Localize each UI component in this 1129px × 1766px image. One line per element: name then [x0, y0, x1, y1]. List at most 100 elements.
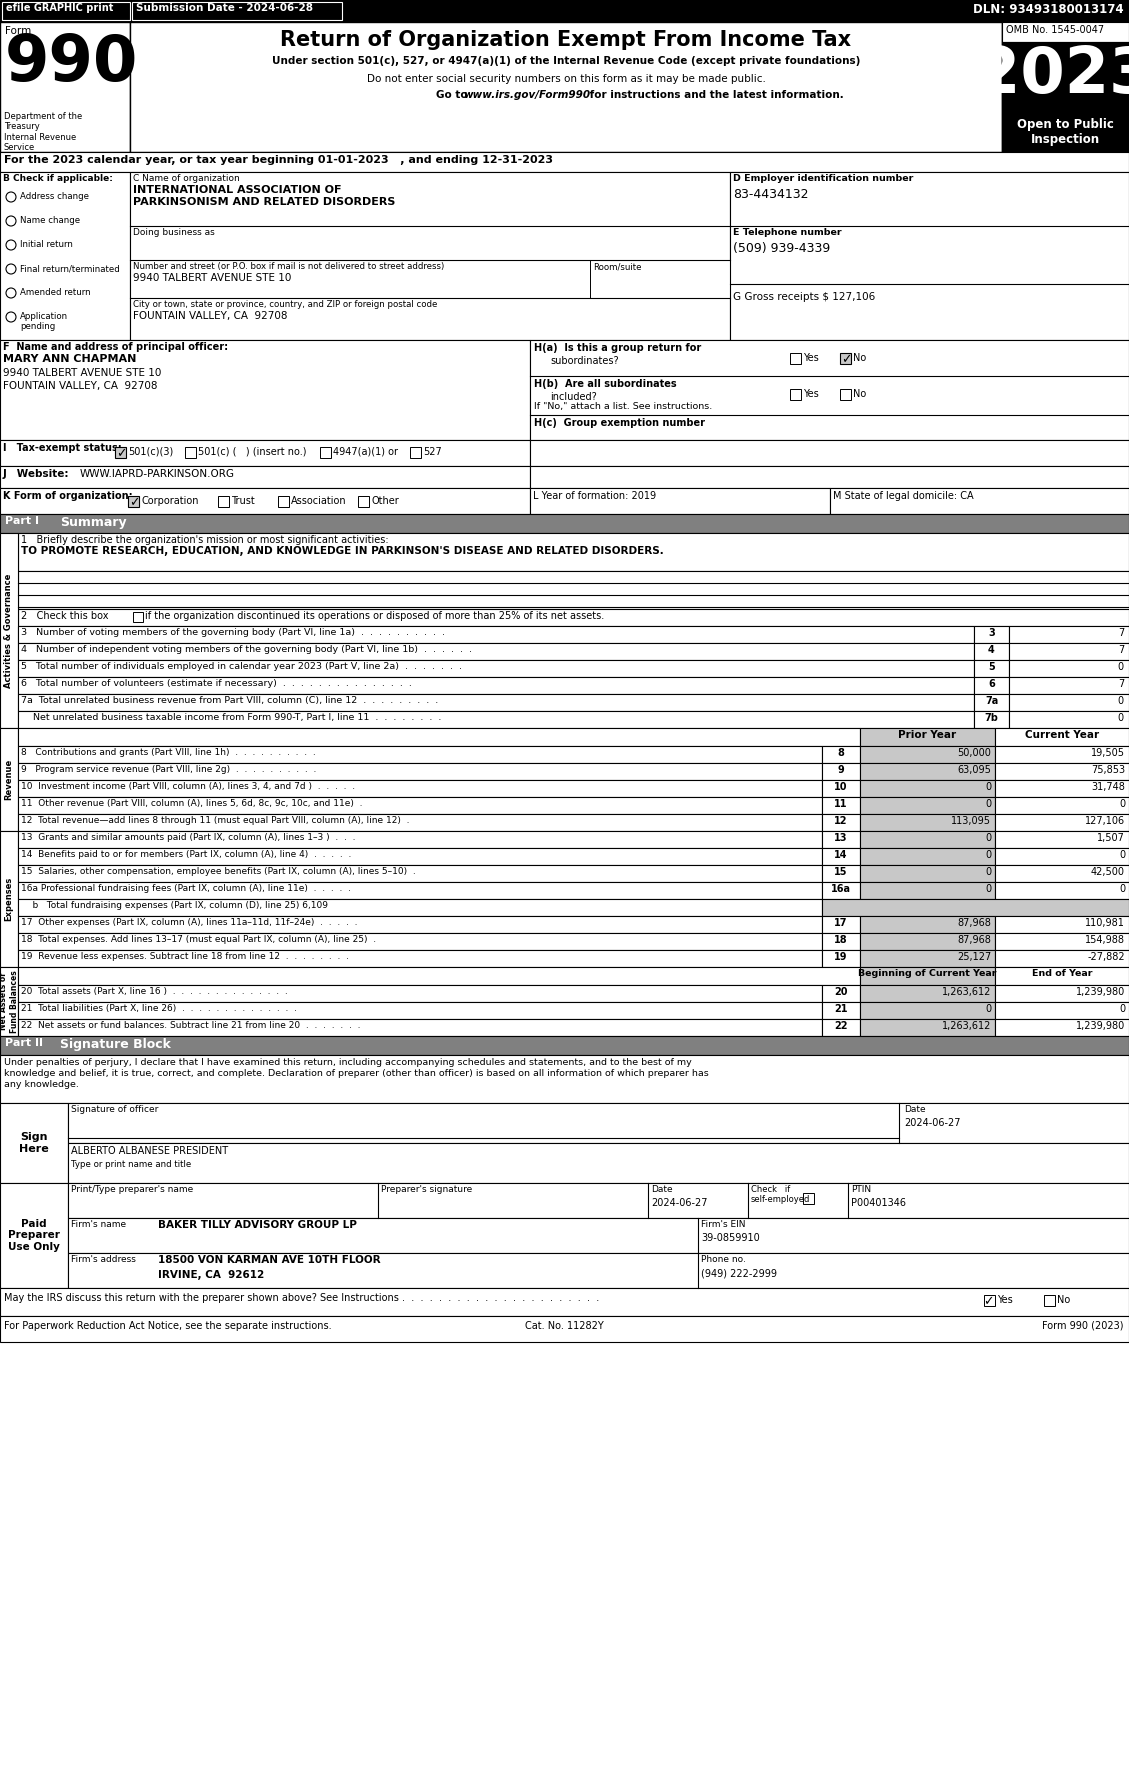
Text: TO PROMOTE RESEARCH, EDUCATION, AND KNOWLEDGE IN PARKINSON'S DISEASE AND RELATED: TO PROMOTE RESEARCH, EDUCATION, AND KNOW…	[21, 546, 664, 556]
Text: DLN: 93493180013174: DLN: 93493180013174	[973, 4, 1124, 16]
Bar	[822, 848, 860, 865]
Text: Firm's EIN: Firm's EIN	[701, 1220, 745, 1229]
Text: BAKER TILLY ADVISORY GROUP LP: BAKER TILLY ADVISORY GROUP LP	[158, 1220, 357, 1229]
Text: Summary: Summary	[60, 516, 126, 530]
Text: Doing business as: Doing business as	[133, 228, 215, 237]
Bar	[822, 1019, 860, 1037]
Bar	[995, 881, 1129, 899]
Text: Sign
Here: Sign Here	[19, 1132, 49, 1153]
Text: 1,239,980: 1,239,980	[1076, 1021, 1124, 1031]
Bar	[822, 781, 860, 796]
Bar	[0, 1287, 1129, 1316]
Text: Yes: Yes	[997, 1294, 1013, 1305]
Bar	[995, 1019, 1129, 1037]
Bar	[860, 814, 995, 832]
Text: 13  Grants and similar amounts paid (Part IX, column (A), lines 1–3 )  .  .  .: 13 Grants and similar amounts paid (Part…	[21, 834, 356, 842]
Bar	[822, 917, 860, 932]
Text: C Name of organization: C Name of organization	[133, 175, 239, 184]
Text: WWW.IAPRD-PARKINSON.ORG: WWW.IAPRD-PARKINSON.ORG	[80, 470, 235, 479]
Bar	[18, 570, 1129, 609]
Text: 18  Total expenses. Add lines 13–17 (must equal Part IX, column (A), line 25)  .: 18 Total expenses. Add lines 13–17 (must…	[21, 934, 376, 945]
Text: 4: 4	[988, 645, 995, 655]
Text: 0: 0	[984, 885, 991, 894]
Bar	[18, 950, 822, 968]
Bar	[995, 745, 1129, 763]
Bar	[0, 171, 130, 341]
Bar	[860, 917, 995, 932]
Text: Part II: Part II	[5, 1038, 43, 1047]
Bar	[1003, 42, 1129, 115]
Text: 18500 VON KARMAN AVE 10TH FLOOR: 18500 VON KARMAN AVE 10TH FLOOR	[158, 1256, 380, 1264]
Text: 2023: 2023	[977, 44, 1129, 106]
Text: 31,748: 31,748	[1091, 782, 1124, 791]
Text: 0: 0	[984, 849, 991, 860]
Bar	[840, 389, 851, 401]
Text: Current Year: Current Year	[1025, 729, 1099, 740]
Text: Preparer's signature: Preparer's signature	[380, 1185, 472, 1194]
Text: Date: Date	[651, 1185, 673, 1194]
Bar	[18, 694, 974, 712]
Bar	[18, 781, 822, 796]
Text: Initial return: Initial return	[20, 240, 73, 249]
Bar	[2, 2, 130, 19]
Text: Trust: Trust	[231, 496, 255, 507]
Text: For Paperwork Reduction Act Notice, see the separate instructions.: For Paperwork Reduction Act Notice, see …	[5, 1321, 332, 1332]
Bar	[0, 728, 18, 832]
Text: 1,263,612: 1,263,612	[942, 1021, 991, 1031]
Bar	[822, 763, 860, 781]
Text: Final return/terminated: Final return/terminated	[20, 263, 120, 274]
Text: For the 2023 calendar year, or tax year beginning 01-01-2023   , and ending 12-3: For the 2023 calendar year, or tax year …	[5, 155, 553, 164]
Text: Corporation: Corporation	[141, 496, 199, 507]
Bar	[822, 1001, 860, 1019]
Text: 0: 0	[1119, 885, 1124, 894]
Text: 14: 14	[834, 849, 848, 860]
Bar	[822, 796, 860, 814]
Text: 19  Revenue less expenses. Subtract line 18 from line 12  .  .  .  .  .  .  .  .: 19 Revenue less expenses. Subtract line …	[21, 952, 349, 961]
Text: K Form of organization:: K Form of organization:	[3, 491, 132, 502]
Bar	[995, 781, 1129, 796]
Bar	[0, 514, 1129, 533]
Text: 6   Total number of volunteers (estimate if necessary)  .  .  .  .  .  .  .  .  : 6 Total number of volunteers (estimate i…	[21, 678, 412, 689]
Bar	[185, 447, 196, 457]
Text: FOUNTAIN VALLEY, CA  92708: FOUNTAIN VALLEY, CA 92708	[3, 381, 158, 390]
Text: 8   Contributions and grants (Part VIII, line 1h)  .  .  .  .  .  .  .  .  .  .: 8 Contributions and grants (Part VIII, l…	[21, 749, 316, 758]
Text: any knowledge.: any knowledge.	[5, 1081, 79, 1090]
Text: 3: 3	[988, 629, 995, 638]
Text: ✓: ✓	[841, 353, 851, 366]
Text: 2   Check this box: 2 Check this box	[21, 611, 112, 622]
Bar	[790, 389, 800, 401]
Text: 50,000: 50,000	[957, 749, 991, 758]
Bar	[822, 865, 860, 881]
Text: Form: Form	[5, 26, 32, 35]
Bar	[218, 496, 229, 507]
Text: 154,988: 154,988	[1085, 934, 1124, 945]
Bar	[860, 848, 995, 865]
Bar	[18, 676, 974, 694]
Text: 19,505: 19,505	[1091, 749, 1124, 758]
Text: H(a)  Is this a group return for: H(a) Is this a group return for	[534, 343, 701, 353]
Bar	[0, 1316, 1129, 1342]
Bar	[860, 932, 995, 950]
Bar	[995, 832, 1129, 848]
Bar	[1009, 694, 1129, 712]
Text: 0: 0	[984, 834, 991, 842]
Bar	[860, 796, 995, 814]
Text: 0: 0	[1119, 798, 1124, 809]
Bar	[840, 353, 851, 364]
Bar	[830, 487, 1129, 514]
Bar	[530, 487, 830, 514]
Text: Submission Date - 2024-06-28: Submission Date - 2024-06-28	[135, 4, 313, 12]
Text: If "No," attach a list. See instructions.: If "No," attach a list. See instructions…	[534, 403, 712, 411]
Bar	[530, 466, 1129, 487]
Bar	[1044, 1294, 1054, 1307]
Bar	[68, 1219, 1129, 1254]
Bar	[18, 745, 822, 763]
Bar	[822, 932, 860, 950]
Text: 16a Professional fundraising fees (Part IX, column (A), line 11e)  .  .  .  .  .: 16a Professional fundraising fees (Part …	[21, 885, 351, 894]
Bar	[18, 1019, 822, 1037]
Text: May the IRS discuss this return with the preparer shown above? See Instructions : May the IRS discuss this return with the…	[5, 1293, 599, 1303]
Text: G Gross receipts $ 127,106: G Gross receipts $ 127,106	[733, 291, 875, 302]
Text: 7: 7	[1118, 678, 1124, 689]
Text: Application
pending: Application pending	[20, 313, 68, 332]
Bar	[18, 985, 822, 1001]
